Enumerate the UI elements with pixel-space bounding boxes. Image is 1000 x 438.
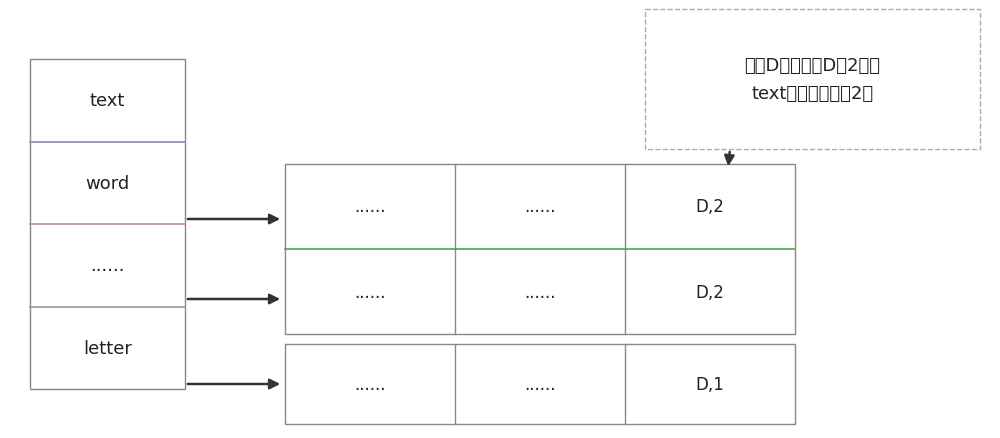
Text: 其中D代表文本D，2代表
text在文本中出现2次: 其中D代表文本D，2代表 text在文本中出现2次 (744, 57, 881, 102)
Text: ......: ...... (524, 375, 556, 393)
Bar (645, 10, 980, 150)
Text: ......: ...... (354, 198, 386, 216)
Text: D,2: D,2 (696, 283, 725, 301)
Bar (285, 344, 795, 424)
Bar (285, 165, 795, 334)
Text: word: word (85, 174, 130, 192)
Text: letter: letter (83, 339, 132, 357)
Text: text: text (90, 92, 125, 110)
Text: ......: ...... (524, 198, 556, 216)
Text: ......: ...... (354, 375, 386, 393)
Text: D,1: D,1 (696, 375, 725, 393)
Text: ......: ...... (524, 283, 556, 301)
Text: D,2: D,2 (696, 198, 725, 216)
Bar (30, 60, 185, 389)
Text: ......: ...... (354, 283, 386, 301)
Text: ......: ...... (90, 257, 125, 275)
